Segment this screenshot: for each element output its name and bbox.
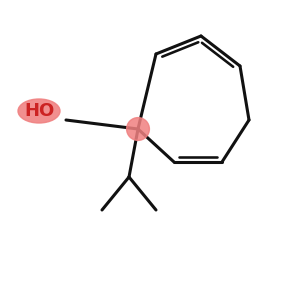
Circle shape: [127, 118, 149, 140]
Text: HO: HO: [24, 102, 54, 120]
Ellipse shape: [18, 99, 60, 123]
